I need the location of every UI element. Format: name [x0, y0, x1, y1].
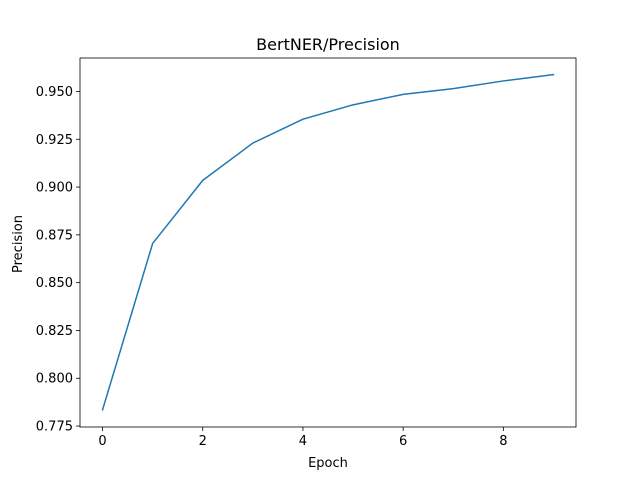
x-tick-label: 8 [499, 434, 507, 449]
y-tick-label: 0.850 [36, 276, 73, 291]
plot-area: 0 2 4 6 8 0.775 0.800 0.825 0.850 0.875 0.900 0.925… [36, 57, 577, 449]
x-axis-label: Epoch [308, 456, 348, 471]
y-tick-label: 0.775 [36, 420, 73, 435]
x-tick-label: 6 [399, 434, 407, 449]
series-line-0 [101, 73, 555, 411]
y-axis-label: Precision [11, 215, 26, 273]
y-tick-label: 0.950 [36, 85, 73, 100]
x-tick-label: 2 [199, 434, 207, 449]
y-tick-label: 0.925 [36, 133, 73, 148]
x-tick-label: 4 [299, 434, 307, 449]
chart-title: BertNER/Precision [256, 35, 400, 54]
y-tick-label: 0.900 [36, 181, 73, 196]
y-tick-label: 0.875 [36, 228, 73, 243]
y-tick-label: 0.800 [36, 372, 73, 387]
axes-frame [79, 57, 577, 428]
y-tick-label: 0.825 [36, 324, 73, 339]
x-tick-label: 0 [98, 434, 106, 449]
